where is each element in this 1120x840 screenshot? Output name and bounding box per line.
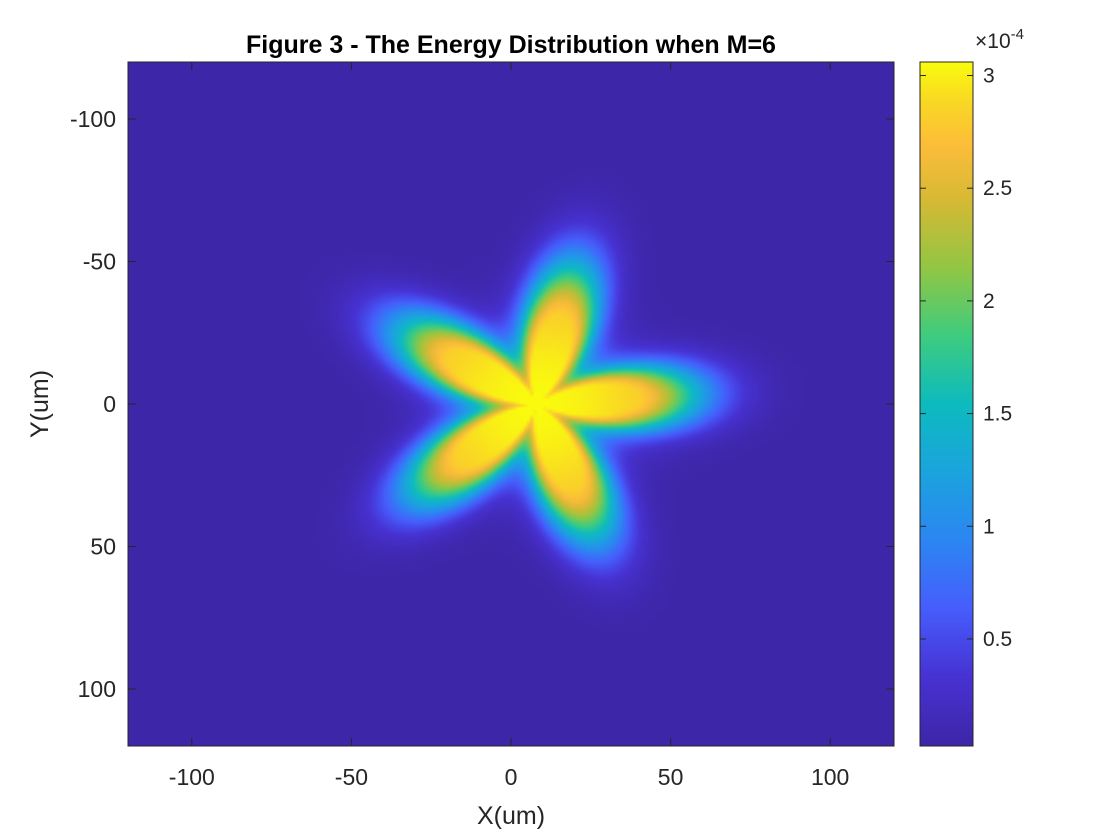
colorbar: 0.5 1 1.5 2 2.5 3 ×10-4 xyxy=(919,26,1024,747)
x-tick-label: 100 xyxy=(811,764,849,790)
y-tick-label: 0 xyxy=(103,391,116,417)
y-tick-label: 50 xyxy=(90,534,116,560)
colorbar-tick-label: 2.5 xyxy=(983,177,1012,200)
colorbar-tick-label: 0.5 xyxy=(983,628,1012,651)
colorbar-tick-label: 2 xyxy=(983,290,995,313)
colorbar-tick-label: 1 xyxy=(983,515,995,538)
y-tick-label: 100 xyxy=(78,676,116,702)
colorbar-exponent-power: -4 xyxy=(1011,26,1024,43)
y-axis-label: Y(um) xyxy=(26,370,54,438)
y-tick-label: -100 xyxy=(70,106,116,132)
x-axis-label: X(um) xyxy=(477,802,545,830)
x-tick-label: 0 xyxy=(505,764,518,790)
colorbar-exponent: ×10-4 xyxy=(975,26,1024,53)
x-tick-label: -100 xyxy=(169,764,215,790)
y-tick-label: -50 xyxy=(83,249,116,275)
heatmap-image xyxy=(128,62,894,746)
y-axis-ticks: -100 -50 0 50 100 xyxy=(70,106,894,702)
x-tick-label: -50 xyxy=(335,764,368,790)
colorbar-gradient xyxy=(920,62,973,746)
x-axis-ticks: -100 -50 0 50 100 xyxy=(169,62,849,790)
heatmap-plot-area xyxy=(127,61,895,747)
colorbar-tick-label: 1.5 xyxy=(983,403,1012,426)
chart-title: Figure 3 - The Energy Distribution when … xyxy=(246,31,776,59)
colorbar-ticks: 0.5 1 1.5 2 2.5 3 xyxy=(920,65,1012,651)
colorbar-tick-label: 3 xyxy=(983,65,995,88)
colorbar-exponent-base: ×10 xyxy=(975,30,1011,53)
colorbar-frame xyxy=(919,61,974,747)
x-tick-label: 50 xyxy=(658,764,684,790)
